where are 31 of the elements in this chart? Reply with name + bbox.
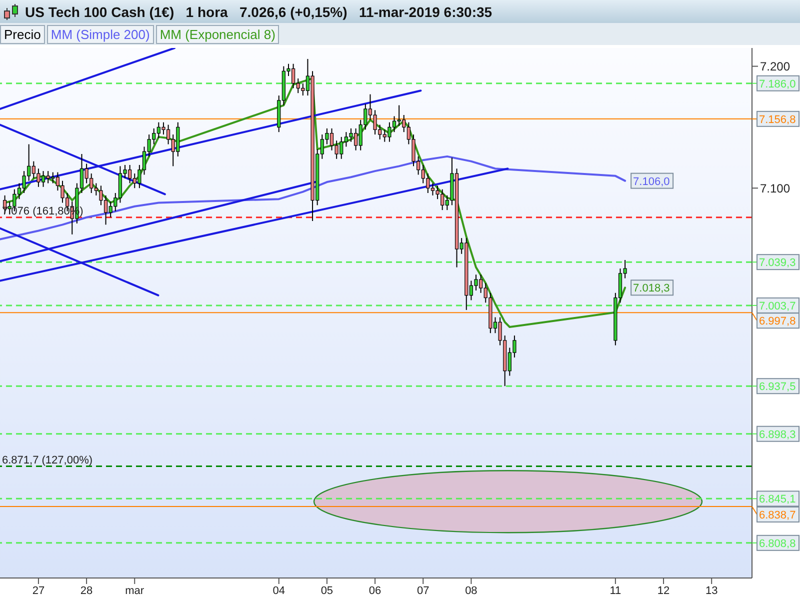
- ref-line-label: 6.845,1: [759, 494, 796, 506]
- x-tick-label: 08: [465, 584, 478, 597]
- chart-title: US Tech 100 Cash (1€): [25, 4, 174, 20]
- annotation: 6.871,7 (127,00%): [2, 454, 93, 466]
- ref-line-label: 6.808,8: [759, 538, 796, 550]
- x-tick-label: 11: [610, 584, 622, 597]
- ref-line-label: 7.186,0: [759, 78, 796, 90]
- ref-line-label: 7.156,8: [759, 114, 796, 126]
- x-tick-label: 28: [80, 584, 93, 597]
- y-tick-label: 7.200: [760, 60, 790, 74]
- x-tick-label: mar: [125, 584, 144, 597]
- x-tick-label: 05: [320, 584, 334, 597]
- x-tick-label: 12: [657, 584, 670, 597]
- x-tick-label: 07: [416, 584, 430, 597]
- ref-line-label: 6.838,7: [759, 509, 796, 522]
- text: Precio: [0, 24, 45, 44]
- ref-line-label: 7.003,7: [759, 300, 796, 312]
- data-label: 7.018,3: [633, 282, 670, 295]
- x-tick-label: 06: [368, 584, 382, 597]
- ref-line-label: 7.039,3: [759, 257, 796, 270]
- x-tick-label: 27: [32, 584, 45, 597]
- ref-line-label: 6.937,5: [759, 381, 796, 394]
- chart-subtitle: 1 hora 7.026,6 (+0,15%) 11-mar-2019 6:30:35: [184, 4, 492, 20]
- y-tick-label: 7.100: [760, 181, 790, 196]
- text: MM (Simple 200): [46, 24, 154, 44]
- ref-line-label: 6.997,8: [759, 316, 796, 328]
- data-label: 7.106,0: [633, 176, 670, 188]
- x-tick-label: 13: [705, 584, 718, 597]
- ref-line-label: 6.898,3: [759, 428, 796, 441]
- text: MM (Exponencial 8): [156, 24, 280, 44]
- x-tick-label: 04: [272, 584, 285, 597]
